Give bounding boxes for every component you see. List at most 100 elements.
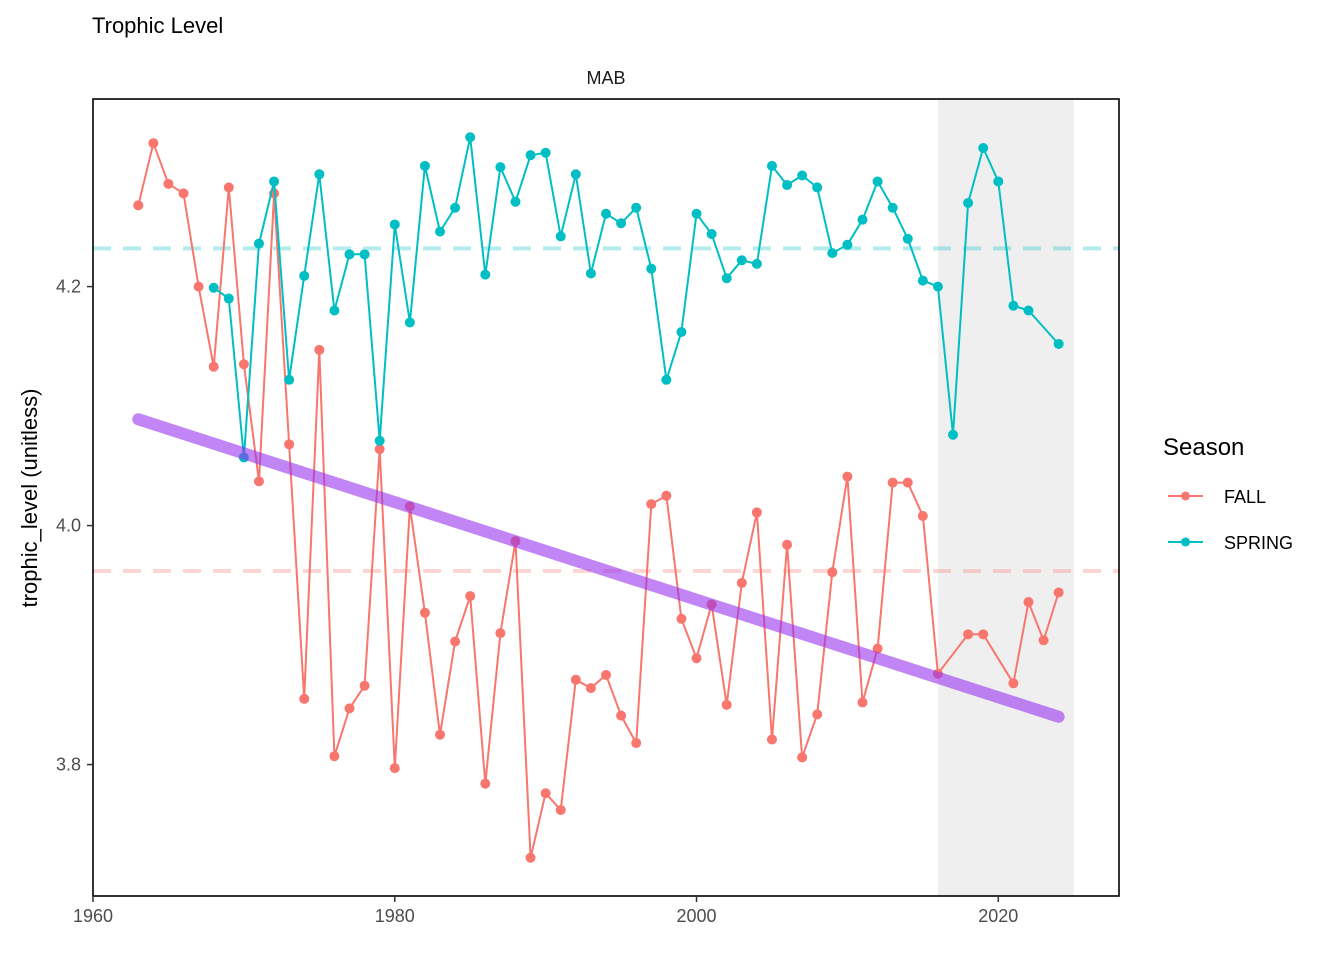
data-point-fall [902,477,913,488]
data-point-spring [917,275,928,286]
data-point-fall [646,499,657,510]
data-point-spring [676,327,687,338]
data-point-spring [887,202,898,213]
data-point-fall [601,669,611,680]
data-point-fall [797,752,808,763]
data-point-spring [510,196,521,207]
data-point-spring [721,273,732,284]
data-point-fall [193,281,204,292]
data-point-spring [540,147,551,158]
legend-key-point-spring [1181,537,1190,547]
data-point-fall [917,511,928,522]
data-point-fall [208,361,219,372]
data-point-spring [857,214,868,225]
data-point-spring [1023,305,1034,316]
data-point-spring [782,180,793,191]
data-point-spring [450,202,461,213]
data-point-spring [691,208,702,219]
data-point-fall [419,607,430,618]
data-point-spring [751,258,762,269]
data-point-spring [797,170,808,181]
data-point-spring [978,142,989,153]
data-point-spring [993,176,1004,187]
data-point-fall [450,636,461,647]
legend-item-spring: SPRING [1168,533,1293,553]
legend: Season FALL SPRING [1163,434,1293,553]
data-point-spring [344,249,355,260]
legend-label-fall: FALL [1224,487,1266,507]
y-tick-label: 3.8 [56,755,81,775]
data-point-fall [495,628,506,639]
data-point-fall [631,738,642,749]
data-point-spring [208,282,219,293]
chart-title: Trophic Level [92,13,223,38]
data-point-spring [389,219,400,230]
data-point-spring [616,218,627,229]
data-point-spring [812,182,823,193]
panel-strip-label: MAB [586,68,625,88]
data-point-spring [480,269,491,280]
data-point-fall [178,188,189,199]
legend-title: Season [1163,434,1244,461]
data-point-spring [631,202,642,213]
data-point-fall [721,699,732,710]
data-point-fall [148,138,159,149]
legend-item-fall: FALL [1168,487,1266,507]
y-tick-label: 4.0 [56,516,81,536]
data-point-fall [842,471,853,482]
data-point-spring [661,374,672,385]
data-point-fall [525,852,536,863]
data-point-spring [419,160,430,171]
data-point-spring [706,229,717,240]
y-tick-label: 4.2 [56,277,81,297]
x-tick-label: 1960 [73,906,113,926]
data-point-spring [299,270,310,281]
data-point-fall [1008,678,1019,689]
data-point-spring [902,233,913,244]
data-point-spring [374,435,385,446]
data-point-spring [963,197,974,208]
x-tick-label: 2020 [978,906,1018,926]
data-point-fall [284,439,295,450]
data-point-spring [435,226,446,237]
data-point-fall [555,804,566,815]
data-point-fall [1038,635,1049,646]
data-point-spring [555,231,566,242]
data-point-fall [963,629,974,640]
data-point-fall [133,200,144,211]
data-point-spring [284,374,295,385]
data-point-fall [661,490,672,501]
data-point-fall [827,567,838,578]
data-point-fall [887,477,898,488]
data-point-fall [782,539,793,550]
data-point-spring [525,150,536,161]
data-point-spring [646,263,657,274]
data-point-fall [691,653,702,664]
data-point-fall [540,788,551,799]
data-point-spring [359,249,370,260]
data-point-fall [570,674,581,685]
data-layer [93,132,1119,863]
data-point-fall [978,629,989,640]
legend-label-spring: SPRING [1224,533,1293,553]
data-point-fall [253,476,264,487]
y-axis-title: trophic_level (unitless) [17,389,42,608]
data-point-spring [827,248,838,259]
data-point-spring [465,132,476,143]
x-tick-label: 2000 [677,906,717,926]
data-point-fall [480,778,491,789]
data-point-fall [751,507,762,518]
data-point-spring [314,169,325,180]
data-point-fall [299,693,310,704]
shaded-region [937,99,1074,896]
data-point-spring [601,208,611,219]
data-point-fall [1053,587,1064,598]
data-point-spring [1008,300,1019,311]
data-point-fall [374,444,385,455]
data-point-spring [948,429,959,440]
data-point-spring [570,169,581,180]
data-point-fall [766,734,777,745]
legend-key-point-fall [1181,491,1190,501]
data-point-fall [238,359,249,370]
